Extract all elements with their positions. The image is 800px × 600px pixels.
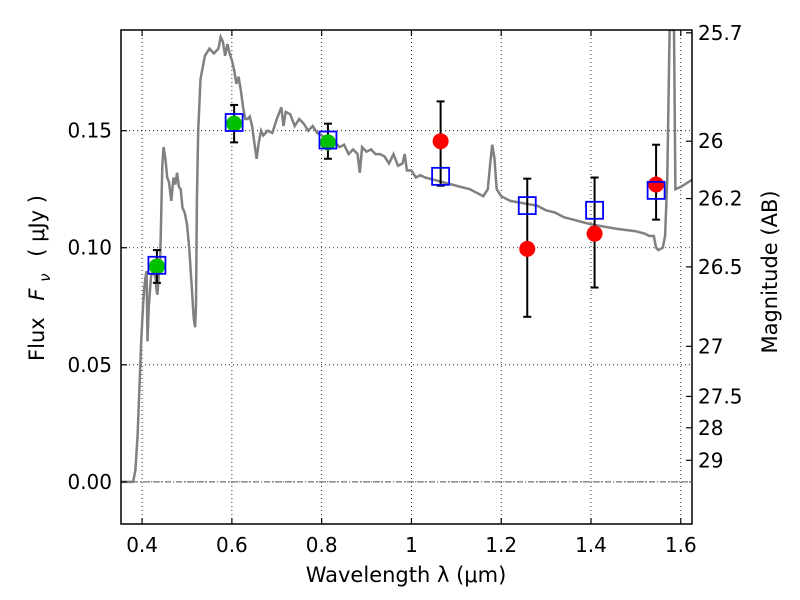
magnitude-tick-label: 27.5: [698, 384, 743, 408]
magnitude-tick-label: 26: [698, 129, 723, 153]
model-photometry-box: [646, 180, 666, 200]
observed-point: [586, 225, 603, 242]
magnitude-tick-label: 26.2: [698, 187, 743, 211]
y-axis-label-prefix: Flux: [25, 317, 49, 361]
observed-point: [432, 133, 449, 150]
x-tick-label: 0.8: [306, 533, 338, 557]
model-photometry-box: [224, 113, 244, 132]
hst-point: [148, 258, 165, 275]
magnitude-axis-label: Magnitude (AB): [758, 190, 782, 353]
model-photometry-box: [318, 130, 338, 150]
y-axis-label-units: ( μJy ): [25, 195, 49, 257]
y-ticks: 0.00 0.05 0.10 0.15: [67, 119, 127, 494]
x-tick-label: 0.4: [126, 533, 158, 557]
x-axis-label: Wavelength λ (μm): [306, 563, 507, 587]
magnitude-tick-label: 27: [698, 334, 723, 358]
observed-point: [648, 176, 665, 193]
observed-point: [519, 240, 536, 257]
x-tick-label: 1.2: [485, 533, 517, 557]
y-tick-label: 0.05: [67, 353, 112, 377]
hst-point: [319, 134, 336, 151]
model-photometry-box: [431, 166, 451, 186]
y-tick-label: 0.15: [67, 119, 112, 143]
y-tick-label: 0.10: [67, 236, 112, 260]
plot-frame: [120, 29, 693, 525]
magnitude-ticks: 25.7 26 26.2 26.5 27 27.5 28 29: [686, 21, 743, 472]
x-tick-label: 1.4: [575, 533, 607, 557]
y-tick-label: 0.00: [67, 470, 112, 494]
x-tick-label: 1: [405, 533, 418, 557]
model-spectrum-line: [121, 30, 692, 484]
grid: [121, 30, 692, 524]
model-photometry-box: [517, 196, 537, 215]
model-boxes: [147, 113, 666, 275]
y-axis-label: Flux F ν ( μJy ): [25, 195, 55, 361]
model-photometry-box: [147, 255, 167, 275]
error-bars: [152, 100, 661, 318]
x-tick-label: 1.6: [665, 533, 697, 557]
x-ticks: 0.4 0.6 0.8 1 1.2 1.4 1.6: [126, 30, 697, 557]
markers: [148, 115, 665, 275]
magnitude-tick-label: 26.5: [698, 255, 743, 279]
model-photometry-box: [585, 200, 604, 220]
magnitude-tick-label: 25.7: [698, 21, 743, 45]
magnitude-tick-label: 29: [698, 448, 723, 472]
x-tick-label: 0.6: [216, 533, 248, 557]
y-axis-label-symbol: F: [25, 288, 49, 301]
magnitude-tick-label: 28: [698, 416, 723, 440]
hst-point: [226, 115, 243, 132]
y-axis-label-subscript: ν: [36, 273, 54, 281]
